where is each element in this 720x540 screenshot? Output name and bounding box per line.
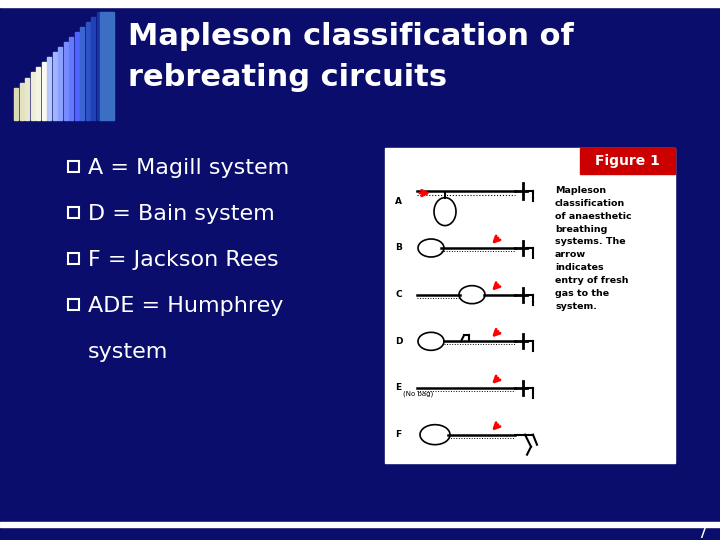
- Bar: [68, 299, 79, 310]
- Bar: [100, 12, 114, 120]
- Bar: [580, 148, 675, 174]
- Text: system: system: [88, 342, 168, 362]
- Bar: [36, 68, 40, 120]
- Ellipse shape: [420, 424, 450, 444]
- Ellipse shape: [418, 332, 444, 350]
- Bar: [74, 32, 78, 120]
- Text: D: D: [395, 337, 402, 346]
- Bar: [58, 48, 62, 120]
- Bar: [69, 37, 73, 120]
- Bar: [63, 42, 68, 120]
- Text: D = Bain system: D = Bain system: [88, 204, 275, 224]
- Bar: [30, 72, 35, 120]
- Text: rebreating circuits: rebreating circuits: [128, 63, 447, 92]
- Ellipse shape: [434, 198, 456, 226]
- Text: B: B: [395, 244, 402, 253]
- Bar: [91, 17, 95, 120]
- Text: Figure 1: Figure 1: [595, 154, 660, 168]
- Text: ADE = Humphrey: ADE = Humphrey: [88, 296, 284, 316]
- Bar: [68, 207, 79, 218]
- Ellipse shape: [459, 286, 485, 303]
- Bar: [0, 522, 720, 527]
- Text: Mapleson classification of: Mapleson classification of: [128, 22, 574, 51]
- Bar: [25, 78, 29, 120]
- Text: A: A: [395, 197, 402, 206]
- Bar: [0, 0, 720, 7]
- Bar: [19, 83, 24, 120]
- Bar: [86, 22, 89, 120]
- Bar: [80, 27, 84, 120]
- Text: F = Jackson Rees: F = Jackson Rees: [88, 250, 279, 270]
- Bar: [96, 12, 101, 120]
- Bar: [68, 161, 79, 172]
- Text: Mapleson
classification
of anaesthetic
breathing
systems. The
arrow
indicates
en: Mapleson classification of anaesthetic b…: [555, 186, 631, 310]
- Bar: [53, 52, 56, 120]
- Bar: [14, 87, 18, 120]
- Text: A = Magill system: A = Magill system: [88, 158, 289, 178]
- Bar: [47, 57, 51, 120]
- Bar: [385, 148, 675, 463]
- Bar: [68, 253, 79, 264]
- Text: F: F: [395, 430, 401, 439]
- Ellipse shape: [418, 239, 444, 257]
- Text: 7: 7: [698, 526, 708, 540]
- Text: (No bag): (No bag): [403, 391, 433, 397]
- Text: C: C: [395, 290, 402, 299]
- Text: E: E: [395, 383, 401, 393]
- Bar: [42, 63, 45, 120]
